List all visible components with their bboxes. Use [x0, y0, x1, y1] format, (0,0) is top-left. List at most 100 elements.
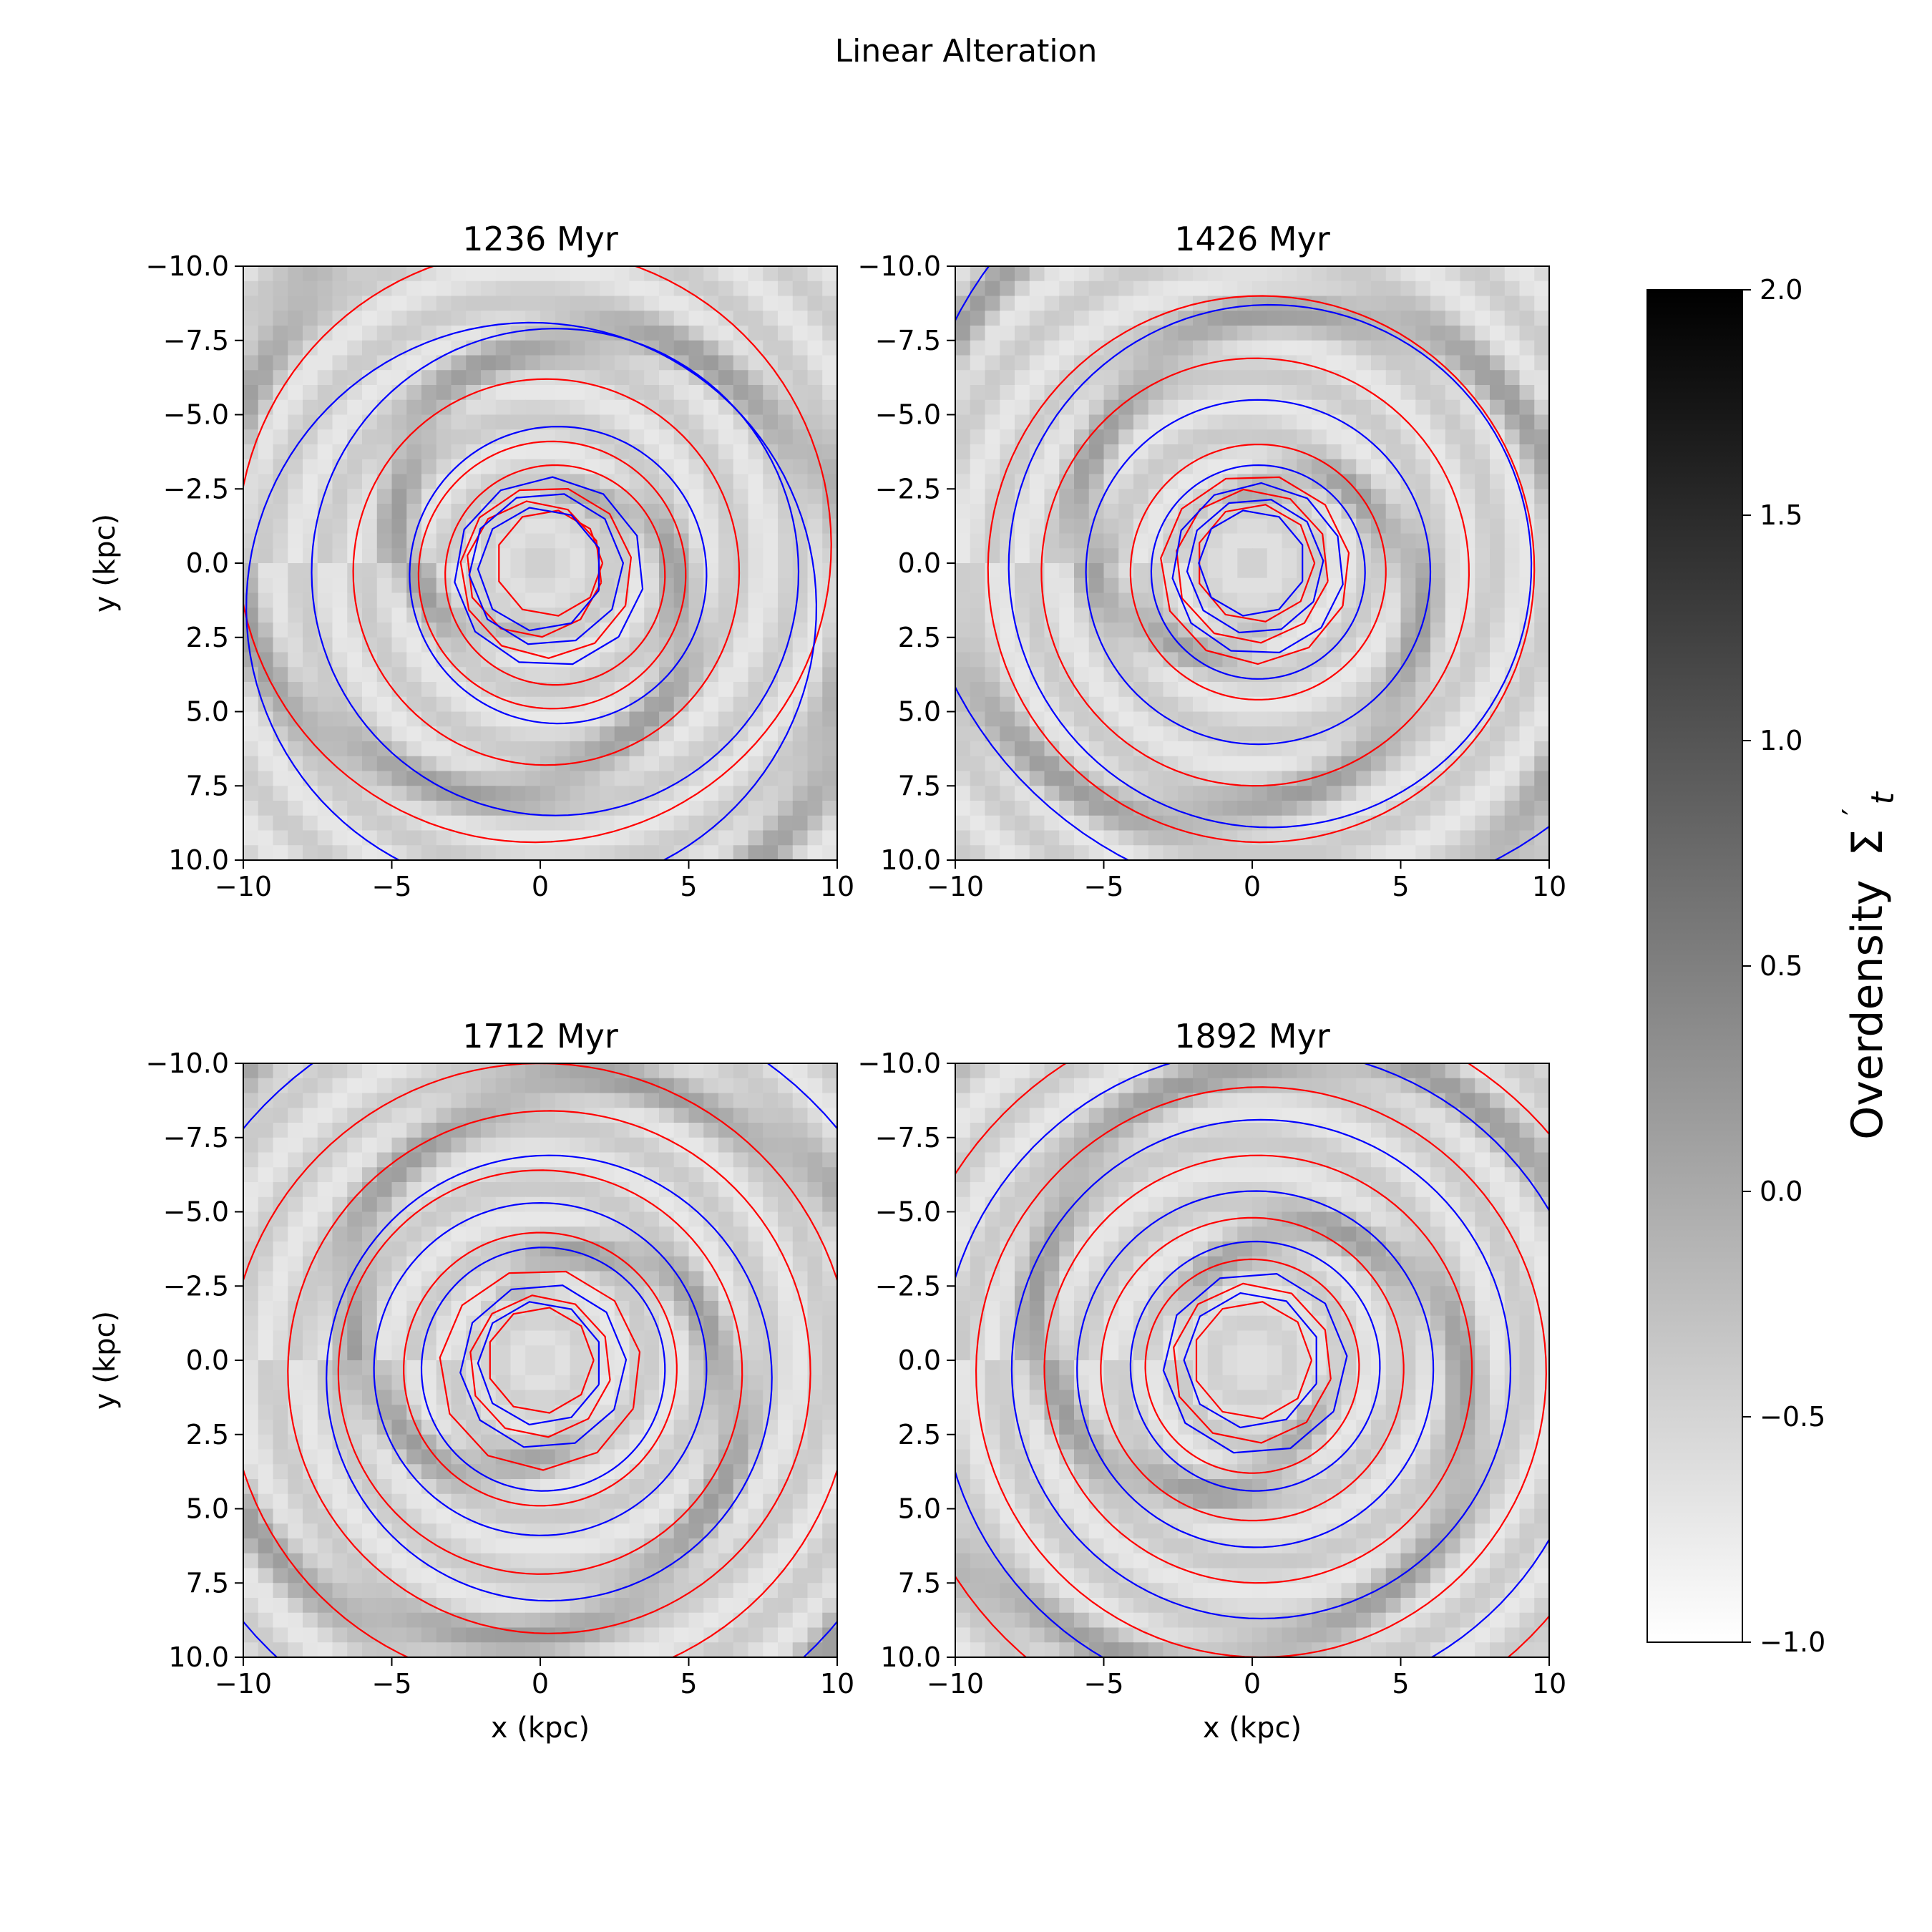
heatmap-cell	[1207, 385, 1224, 401]
heatmap-cell	[1356, 652, 1372, 668]
heatmap-cell	[1534, 504, 1549, 519]
heatmap-cell	[822, 326, 837, 341]
heatmap-cell	[1385, 815, 1402, 831]
heatmap-cell	[1312, 726, 1327, 742]
heatmap-cell	[970, 444, 986, 460]
heatmap-cell	[1133, 696, 1149, 713]
heatmap-cell	[1074, 786, 1090, 801]
heatmap-cell	[495, 311, 512, 326]
heatmap-cell	[1237, 667, 1253, 683]
heatmap-cell	[629, 1598, 645, 1614]
heatmap-cell	[376, 1256, 393, 1272]
heatmap-cell	[807, 1538, 823, 1554]
heatmap-cell	[510, 577, 526, 594]
heatmap-cell	[1044, 756, 1060, 772]
heatmap-cell	[1237, 577, 1253, 594]
heatmap-cell	[1059, 489, 1075, 504]
heatmap-cell	[1193, 429, 1209, 445]
heatmap-cell	[1044, 652, 1060, 668]
heatmap-cell	[955, 326, 971, 341]
heatmap-cell	[1193, 786, 1209, 801]
heatmap-cell	[540, 1093, 556, 1108]
heatmap-cell	[792, 786, 809, 801]
blue-contour	[326, 1154, 773, 1602]
heatmap-cell	[451, 682, 467, 698]
heatmap-cell	[495, 667, 512, 683]
heatmap-cell	[1490, 340, 1506, 356]
heatmap-cell	[1430, 489, 1446, 504]
heatmap-cell	[362, 1123, 378, 1138]
heatmap-cell	[659, 1360, 675, 1376]
heatmap-cell	[347, 637, 363, 653]
heatmap-cell	[1445, 296, 1461, 311]
heatmap-cell	[688, 504, 704, 519]
heatmap-cell	[807, 637, 823, 653]
heatmap-cell	[406, 1434, 422, 1450]
heatmap-cell	[288, 1241, 303, 1257]
heatmap-cell	[258, 726, 274, 742]
heatmap-cell	[288, 444, 303, 460]
heatmap-cell	[792, 1330, 809, 1346]
heatmap-cell	[659, 444, 675, 460]
heatmap-cell	[481, 682, 497, 698]
heatmap-cell	[362, 1286, 378, 1302]
heatmap-cell	[332, 1330, 348, 1346]
heatmap-cell	[822, 756, 837, 772]
heatmap-cell	[273, 296, 288, 311]
heatmap-cell	[332, 429, 348, 445]
heatmap-cell	[1430, 414, 1446, 430]
heatmap-cell	[1267, 280, 1283, 297]
heatmap-cell	[1534, 429, 1549, 445]
heatmap-cell	[822, 1137, 837, 1153]
heatmap-cell	[466, 786, 482, 801]
heatmap-cell	[1059, 592, 1075, 608]
heatmap-cell	[659, 1330, 675, 1346]
heatmap-cell	[436, 1642, 452, 1657]
heatmap-cell	[525, 682, 541, 698]
y-tick-label: −2.5	[163, 473, 229, 504]
heatmap-cell	[1222, 786, 1238, 801]
heatmap-cell	[466, 429, 482, 445]
heatmap-cell	[376, 370, 393, 386]
heatmap-cell	[673, 741, 690, 757]
heatmap-cell	[733, 489, 749, 504]
heatmap-cell	[1015, 741, 1030, 757]
heatmap-cell	[273, 652, 288, 668]
heatmap-cell	[391, 1523, 407, 1539]
heatmap-cell	[332, 548, 348, 564]
heatmap-cell	[273, 1405, 288, 1420]
heatmap-cell	[376, 786, 393, 801]
heatmap-cell	[807, 756, 823, 772]
heatmap-cell	[673, 592, 690, 608]
heatmap-cell	[1267, 548, 1283, 564]
heatmap-cell	[376, 518, 393, 535]
heatmap-cell	[1490, 815, 1506, 831]
heatmap-cell	[703, 592, 719, 608]
heatmap-cell	[733, 340, 749, 356]
heatmap-cell	[1371, 577, 1387, 594]
heatmap-cell	[1430, 637, 1446, 653]
heatmap-cell	[822, 518, 837, 535]
heatmap-cell	[792, 489, 809, 504]
heatmap-cell	[317, 696, 333, 713]
heatmap-cell	[1519, 726, 1535, 742]
heatmap-cell	[332, 637, 348, 653]
heatmap-cell	[466, 1167, 482, 1183]
heatmap-cell	[585, 266, 600, 282]
heatmap-cell	[778, 1211, 794, 1227]
heatmap-cell	[629, 1508, 645, 1524]
heatmap-cell	[1237, 548, 1253, 564]
heatmap-cell	[273, 741, 288, 757]
heatmap-cell	[807, 1449, 823, 1465]
heatmap-cell	[376, 577, 393, 594]
heatmap-cell	[495, 1538, 512, 1554]
heatmap-cell	[1534, 280, 1549, 297]
heatmap-cell	[376, 1464, 393, 1480]
heatmap-cell	[273, 1286, 288, 1302]
heatmap-cell	[614, 533, 630, 549]
heatmap-cell	[644, 1063, 660, 1079]
heatmap-cell	[421, 1627, 437, 1643]
heatmap-cell	[1163, 637, 1179, 653]
heatmap-cell	[733, 771, 749, 786]
heatmap-cell	[1088, 489, 1105, 504]
